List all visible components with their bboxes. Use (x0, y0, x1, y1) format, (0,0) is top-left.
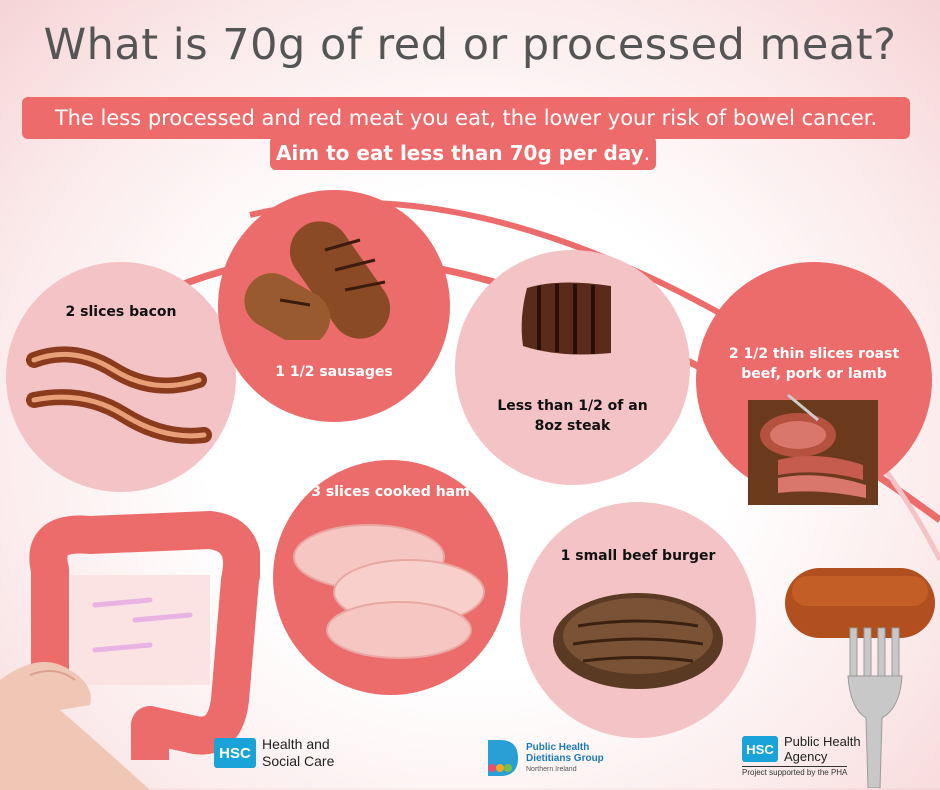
ham-illustration (293, 524, 485, 659)
sausages-illustration (244, 221, 391, 340)
intro-banner: The less processed and red meat you eat,… (22, 97, 910, 139)
pha-logo: HSC Public Health Agency Project support… (742, 734, 861, 777)
burger-circle: 1 small beef burger (520, 502, 756, 738)
phdg-line3: Northern Ireland (526, 765, 577, 773)
phdg-emblem-icon (488, 740, 518, 776)
phdg-logo: Public Health Dietitians Group Northern … (484, 738, 604, 778)
hsc-badge: HSC (214, 738, 256, 768)
ham-label: 3 slices cooked ham (311, 484, 470, 500)
roast-illustration (748, 393, 878, 505)
sausages-circle: 1 1/2 sausages (218, 190, 450, 422)
pha-line2: Agency (784, 749, 828, 764)
aim-period: . (643, 141, 651, 165)
sausages-label: 1 1/2 sausages (275, 364, 393, 380)
roast-circle: 2 1/2 thin slices roast beef, pork or la… (696, 262, 932, 505)
bacon-circle: 2 slices bacon (6, 262, 236, 492)
burger-illustration (553, 593, 723, 689)
hsc-line2: Social Care (262, 753, 335, 769)
hand-illustration (0, 662, 150, 790)
aim-banner: Aim to eat less than 70g per day. (270, 136, 656, 170)
aim-text: Aim to eat less than 70g per day (275, 141, 644, 165)
steak-illustration (521, 282, 611, 355)
phdg-line2: Dietitians Group (526, 752, 604, 764)
phdg-line1: Public Health (526, 741, 590, 753)
bacon-label: 2 slices bacon (65, 304, 177, 320)
pha-line3: Project supported by the PHA (742, 766, 848, 777)
burger-label: 1 small beef burger (560, 548, 716, 564)
steak-label-line1: Less than 1/2 of an (497, 398, 648, 414)
roast-label-line1: 2 1/2 thin slices roast (728, 346, 900, 362)
hsc-line1: Health and (262, 736, 330, 752)
steak-circle: Less than 1/2 of an 8oz steak (455, 250, 690, 485)
pha-badge: HSC (742, 736, 778, 762)
bacon-illustration (26, 346, 212, 444)
hsc-logo: HSC Health and Social Care (214, 736, 334, 770)
roast-label-line2: beef, pork or lamb (741, 366, 887, 382)
sausage-fork-illustration (785, 568, 935, 788)
ham-circle: 3 slices cooked ham (273, 460, 508, 695)
pha-line1: Public Health (784, 734, 861, 749)
steak-label-line2: 8oz steak (534, 418, 611, 434)
page-title: What is 70g of red or processed meat? (43, 20, 897, 70)
